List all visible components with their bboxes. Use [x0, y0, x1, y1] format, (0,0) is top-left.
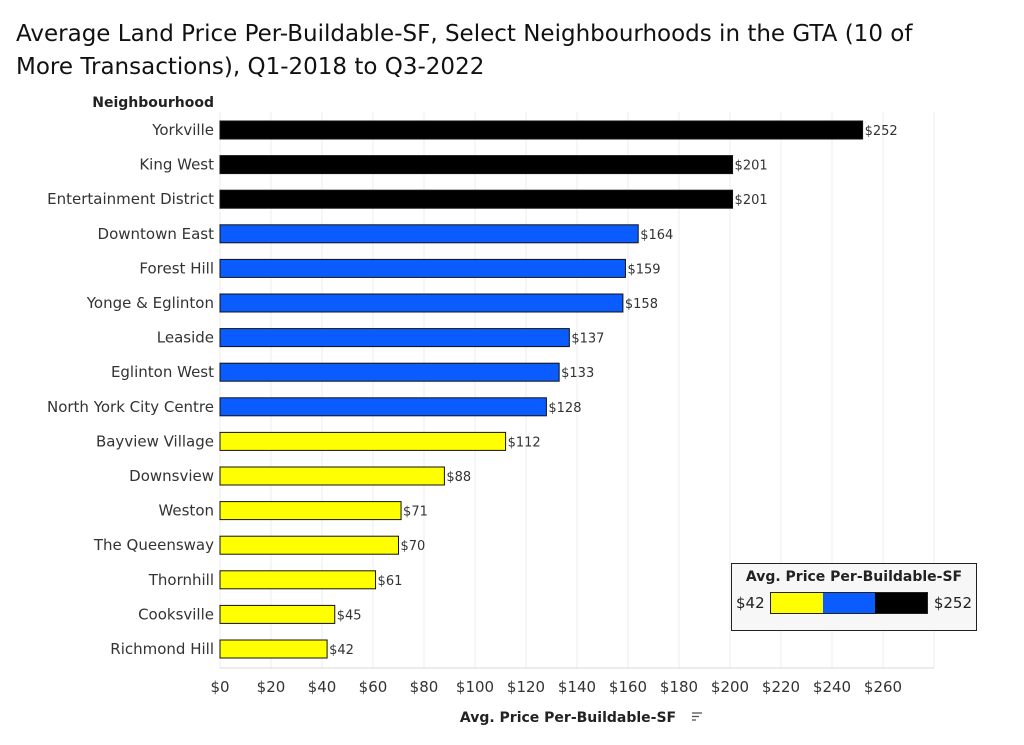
bar[interactable]	[219, 501, 402, 521]
x-tick-label: $140	[558, 678, 596, 696]
legend-color-ramp	[770, 592, 928, 614]
data-labels: $252 $201 $201 $164 $159 $158 $137 $133 $128 $112…	[329, 124, 898, 658]
x-axis-title: Avg. Price Per-Buildable-SF	[460, 710, 676, 726]
category-label: Downsview	[129, 467, 214, 485]
bar[interactable]	[219, 189, 734, 209]
legend-max-label: $252	[933, 594, 972, 612]
category-label: Yonge & Eglinton	[86, 294, 214, 312]
bars	[219, 120, 864, 659]
category-label: Bayview Village	[96, 432, 214, 450]
bar[interactable]	[219, 466, 445, 486]
category-label: The Queensway	[93, 536, 214, 554]
legend-min-label: $42	[736, 594, 765, 612]
category-header: Neighbourhood	[92, 95, 214, 111]
x-tick-label: $180	[660, 678, 698, 696]
data-label: $70	[401, 539, 426, 554]
x-tick-label: $240	[813, 678, 851, 696]
x-tick-label: $220	[762, 678, 800, 696]
bar[interactable]	[219, 431, 507, 451]
x-tick-label: $260	[864, 678, 902, 696]
data-label: $158	[625, 297, 658, 312]
bar[interactable]	[219, 604, 336, 624]
x-tick-label: $60	[359, 678, 388, 696]
legend-swatch	[875, 593, 927, 613]
category-label: Cooksville	[138, 605, 214, 623]
x-tick-labels: $0 $20 $40 $60 $80 $100 $120 $140 $160 $180 $200 $2…	[210, 678, 902, 696]
category-label: North York City Centre	[47, 398, 214, 416]
bar[interactable]	[219, 155, 734, 175]
bar[interactable]	[219, 570, 377, 590]
category-label: Richmond Hill	[110, 640, 214, 658]
data-label: $112	[508, 435, 541, 450]
bar[interactable]	[219, 362, 560, 382]
category-label: Weston	[158, 502, 214, 520]
category-label: Leaside	[157, 329, 214, 347]
data-label: $137	[571, 332, 604, 347]
x-tick-label: $20	[257, 678, 286, 696]
category-label: Downtown East	[98, 225, 215, 243]
x-tick-label: $160	[609, 678, 647, 696]
data-label: $42	[329, 643, 354, 658]
sort-icon[interactable]	[692, 712, 702, 721]
category-label: Entertainment District	[47, 190, 214, 208]
x-tick-label: $0	[210, 678, 229, 696]
bar[interactable]	[219, 258, 626, 278]
data-label: $71	[403, 505, 428, 520]
legend-swatch	[823, 593, 875, 613]
category-label: Yorkville	[151, 121, 214, 139]
data-label: $201	[735, 159, 768, 174]
legend-swatch	[771, 593, 823, 613]
data-label: $45	[337, 608, 362, 623]
bar[interactable]	[219, 328, 570, 348]
data-label: $133	[561, 366, 594, 381]
bar[interactable]	[219, 397, 547, 417]
bar[interactable]	[219, 224, 639, 244]
category-label: Eglinton West	[111, 363, 214, 381]
bar[interactable]	[219, 639, 328, 659]
bar[interactable]	[219, 293, 624, 313]
data-label: $61	[378, 574, 403, 589]
data-label: $164	[640, 228, 673, 243]
data-label: $159	[627, 262, 660, 277]
data-label: $88	[446, 470, 471, 485]
data-label: $252	[865, 124, 898, 139]
x-tick-label: $100	[456, 678, 494, 696]
bar[interactable]	[219, 120, 864, 140]
category-labels: Yorkville King West Entertainment District…	[47, 121, 214, 658]
category-label: Thornhill	[148, 571, 214, 589]
color-legend: Avg. Price Per-Buildable-SF $42 $252	[731, 563, 977, 631]
x-tick-label: $40	[308, 678, 337, 696]
bar[interactable]	[219, 535, 399, 555]
x-tick-label: $120	[507, 678, 545, 696]
chart-title: Average Land Price Per-Buildable-SF, Sel…	[16, 21, 913, 80]
data-label: $201	[735, 193, 768, 208]
x-tick-label: $200	[711, 678, 749, 696]
legend-title: Avg. Price Per-Buildable-SF	[745, 569, 963, 585]
x-tick-label: $80	[410, 678, 439, 696]
data-label: $128	[548, 401, 581, 416]
category-label: King West	[139, 156, 214, 174]
category-label: Forest Hill	[139, 259, 214, 277]
